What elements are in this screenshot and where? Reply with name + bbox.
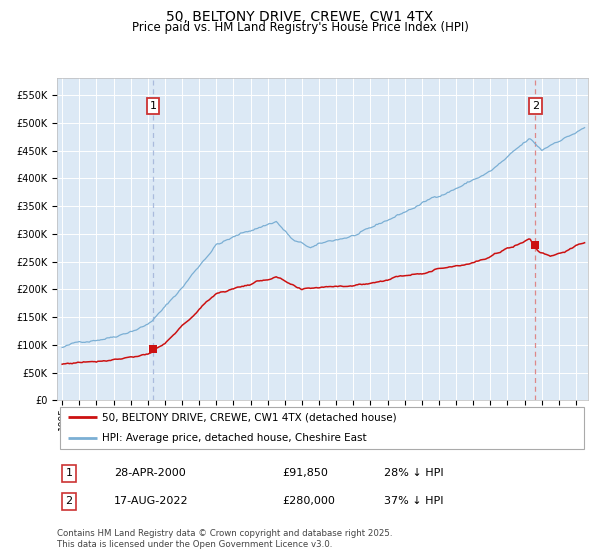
Text: 1: 1: [149, 101, 157, 111]
Text: 50, BELTONY DRIVE, CREWE, CW1 4TX: 50, BELTONY DRIVE, CREWE, CW1 4TX: [166, 10, 434, 24]
Text: 1: 1: [65, 468, 73, 478]
Text: 17-AUG-2022: 17-AUG-2022: [114, 496, 188, 506]
Text: Contains HM Land Registry data © Crown copyright and database right 2025.
This d: Contains HM Land Registry data © Crown c…: [57, 529, 392, 549]
Text: 28-APR-2000: 28-APR-2000: [114, 468, 186, 478]
Text: £91,850: £91,850: [282, 468, 328, 478]
Text: HPI: Average price, detached house, Cheshire East: HPI: Average price, detached house, Ches…: [102, 433, 367, 444]
Text: 28% ↓ HPI: 28% ↓ HPI: [384, 468, 443, 478]
Text: Price paid vs. HM Land Registry's House Price Index (HPI): Price paid vs. HM Land Registry's House …: [131, 21, 469, 34]
Text: 50, BELTONY DRIVE, CREWE, CW1 4TX (detached house): 50, BELTONY DRIVE, CREWE, CW1 4TX (detac…: [102, 412, 397, 422]
FancyBboxPatch shape: [59, 407, 584, 449]
Text: 37% ↓ HPI: 37% ↓ HPI: [384, 496, 443, 506]
Text: 2: 2: [65, 496, 73, 506]
Text: 2: 2: [532, 101, 539, 111]
Text: £280,000: £280,000: [282, 496, 335, 506]
